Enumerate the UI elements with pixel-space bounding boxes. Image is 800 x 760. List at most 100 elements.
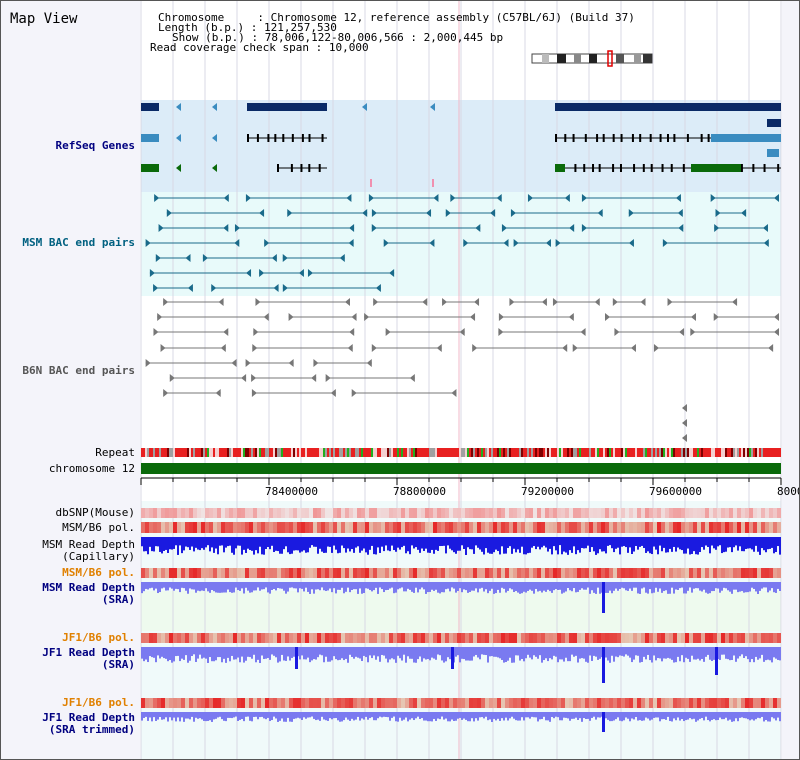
bac-end-arrow — [155, 254, 161, 262]
depth-bar — [497, 647, 499, 658]
depth-bar — [651, 537, 653, 555]
heat-cell — [401, 698, 405, 708]
heat-cell — [749, 568, 753, 578]
heat-cell — [753, 522, 757, 533]
depth-bar — [215, 712, 217, 719]
heat-cell — [177, 698, 181, 708]
depth-bar — [463, 647, 465, 660]
heat-cell — [605, 698, 609, 708]
bac-end-arrow — [501, 224, 507, 232]
track-label-jf1-pol-2[interactable]: JF1/B6 pol. — [62, 696, 135, 709]
depth-bar — [763, 712, 765, 722]
repeat-element — [355, 448, 357, 457]
depth-bar — [639, 712, 641, 721]
depth-bar — [423, 582, 425, 590]
track-label-msm-pol-2[interactable]: MSM/B6 pol. — [62, 566, 135, 579]
repeat-element — [525, 448, 527, 457]
track-label-jf1-depth-sra-1[interactable]: JF1 Read Depth — [42, 646, 135, 659]
bac-end-arrow — [259, 209, 265, 217]
heat-cell — [681, 568, 685, 578]
depth-bar — [211, 582, 213, 591]
heat-cell — [733, 633, 737, 643]
track-label-chromosome[interactable]: chromosome 12 — [48, 462, 135, 475]
depth-bar — [355, 647, 357, 657]
repeat-element — [315, 448, 317, 457]
depth-bar — [361, 582, 363, 594]
bac-end-arrow — [325, 374, 331, 382]
track-label-repeat[interactable]: Repeat — [95, 446, 135, 459]
track-label-jf1-pol-1[interactable]: JF1/B6 pol. — [62, 631, 135, 644]
heat-cell — [509, 568, 513, 578]
depth-bar — [395, 537, 397, 552]
gene-exon — [308, 134, 311, 142]
depth-bar — [593, 712, 595, 717]
depth-bar — [445, 582, 447, 590]
track-label-msm-depth-cap-1[interactable]: MSM Read Depth — [42, 538, 135, 551]
heat-cell — [289, 698, 293, 708]
depth-bar — [155, 647, 157, 663]
depth-bar — [271, 712, 273, 721]
depth-bar — [219, 647, 221, 658]
heat-cell — [453, 568, 457, 578]
track-label-msm-pol-1[interactable]: MSM/B6 pol. — [62, 521, 135, 534]
heat-cell — [557, 508, 561, 518]
heat-cell — [553, 698, 557, 708]
heat-cell — [421, 698, 425, 708]
depth-bar — [681, 537, 683, 551]
heat-cell — [417, 633, 421, 643]
heat-cell — [217, 568, 221, 578]
depth-bar — [291, 537, 293, 554]
heat-cell — [501, 508, 505, 518]
heat-cell — [381, 508, 385, 518]
track-label-msm-depth-sra-1[interactable]: MSM Read Depth — [42, 581, 135, 594]
repeat-element — [191, 448, 193, 457]
bac-end-arrow — [409, 374, 415, 382]
depth-bar — [553, 537, 555, 547]
depth-bar — [171, 537, 173, 550]
depth-bar — [705, 712, 707, 717]
depth-bar — [265, 712, 267, 720]
depth-bar — [749, 647, 751, 663]
bac-end-arrow — [245, 194, 251, 202]
heat-cell — [497, 568, 501, 578]
heat-cell — [761, 698, 765, 708]
heat-cell — [513, 698, 517, 708]
heat-cell — [553, 633, 557, 643]
depth-bar — [647, 582, 649, 594]
track-label-jf1-depth-trim-1[interactable]: JF1 Read Depth — [42, 711, 135, 724]
depth-bar — [679, 712, 681, 721]
heat-cell — [641, 508, 645, 518]
heat-cell — [309, 698, 313, 708]
heat-cell — [673, 698, 677, 708]
depth-bar — [617, 712, 619, 718]
heat-cell — [313, 508, 317, 518]
track-label-msm-bac[interactable]: MSM BAC end pairs — [22, 236, 135, 249]
depth-bar — [659, 647, 661, 659]
bac-end-arrow — [763, 239, 769, 247]
gene-exon — [598, 164, 601, 172]
bac-end-arrow — [662, 239, 668, 247]
depth-bar — [443, 712, 445, 720]
depth-bar — [297, 537, 299, 551]
track-label-refseq[interactable]: RefSeq Genes — [55, 139, 135, 152]
repeat-element — [597, 448, 599, 457]
depth-bar — [357, 712, 359, 717]
heat-cell — [457, 522, 461, 533]
depth-bar — [571, 712, 573, 719]
bac-end-arrow — [774, 313, 779, 321]
heat-cell — [409, 508, 413, 518]
depth-bar — [269, 582, 271, 594]
repeat-element — [539, 448, 541, 457]
repeat-element — [323, 448, 325, 457]
heat-cell — [237, 698, 241, 708]
heat-cell — [437, 633, 441, 643]
heat-cell — [341, 508, 345, 518]
depth-bar — [605, 647, 607, 658]
depth-bar — [189, 537, 191, 550]
repeat-element — [361, 448, 363, 457]
track-label-b6n-bac[interactable]: B6N BAC end pairs — [22, 364, 135, 377]
track-label-dbsnp[interactable]: dbSNP(Mouse) — [55, 506, 135, 519]
depth-bar — [723, 582, 725, 588]
